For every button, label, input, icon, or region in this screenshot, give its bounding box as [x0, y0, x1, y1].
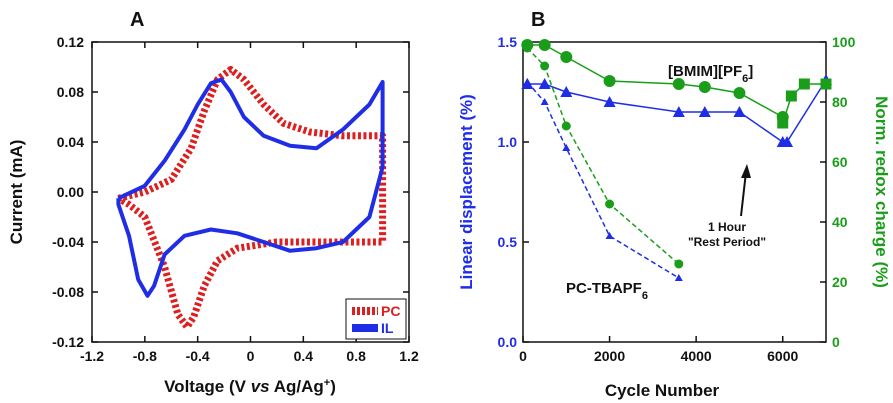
panel-b-ylabel-left: Linear displacement (%)	[457, 94, 476, 290]
panel-b-ylabel-right: Norm. redox charge (%)	[872, 96, 891, 288]
small-triangle-marker	[605, 232, 614, 239]
a-ytick-label: 0.04	[57, 134, 84, 150]
series-4	[522, 43, 684, 269]
panel-a-label: A	[130, 9, 144, 31]
panel-a-legend: PC IL	[345, 298, 407, 340]
circle-marker	[733, 87, 746, 99]
b-xtick-label: 6000	[767, 348, 798, 364]
a-ytick-label: -0.04	[52, 234, 84, 250]
triangle-marker	[538, 78, 551, 89]
pc-tbapf6-label: PC-TBAPF6	[566, 280, 648, 302]
series-line	[526, 47, 680, 265]
a-ytick-label: -0.08	[52, 284, 84, 300]
triangle-marker	[672, 106, 685, 117]
small-circle-marker	[540, 61, 550, 71]
circle-marker	[603, 75, 616, 87]
legend-il-label: IL	[381, 320, 394, 336]
a-ytick-label: -0.12	[52, 334, 84, 350]
square-marker	[785, 90, 797, 102]
panel-a-ylabel: Current (mA)	[7, 140, 26, 245]
small-triangle-marker	[674, 274, 683, 281]
small-circle-marker	[522, 43, 532, 53]
a-xtick-label: 0.8	[346, 348, 366, 364]
panel-b-frame	[522, 41, 827, 343]
rest-period-line2: "Rest Period"	[688, 235, 766, 249]
panel-b: B 0 2000 4000 60000.00.51.01.5020406080100 …	[457, 9, 891, 400]
panel-b-label: B	[531, 9, 545, 31]
b-ytick-right-label: 60	[832, 154, 848, 170]
bmim-label: [BMIM][PF6]	[668, 63, 753, 85]
circle-marker	[538, 39, 551, 51]
panel-b-xlabel: Cycle Number	[605, 381, 720, 400]
b-ytick-right-label: 20	[832, 274, 848, 290]
panel-b-series	[521, 39, 832, 281]
circle-marker	[560, 51, 573, 63]
b-ytick-left-label: 0.5	[498, 234, 518, 250]
a-ytick-label: 0.00	[57, 184, 84, 200]
circle-marker	[672, 78, 685, 90]
a-xtick-label: -0.4	[186, 348, 210, 364]
panel-a-ticks: -1.2 -0.8 -0.4 0 0.4 0.8 1.2 0.12 0.08 0.04 0.00 -0…	[52, 34, 419, 364]
triangle-marker	[733, 106, 746, 117]
panel-b-ticks: 0 2000 4000 6000 0.0 0.5 1.0 1.5 0 20 40 60 80 100	[498, 34, 856, 364]
b-ytick-right-label: 100	[832, 34, 856, 50]
small-triangle-marker	[523, 78, 532, 85]
b-xtick-label: 0	[519, 348, 527, 364]
square-marker	[777, 117, 789, 129]
panel-a-xlabel: Voltage (V vs Ag/Ag+)	[164, 377, 336, 396]
legend-box	[345, 298, 407, 340]
a-xtick-label: 1.2	[399, 348, 419, 364]
legend-pc-label: PC	[381, 303, 400, 319]
series-line	[526, 81, 680, 279]
b-ytick-right-label: 80	[832, 94, 848, 110]
small-circle-marker	[605, 199, 615, 209]
series-3	[523, 78, 683, 281]
square-marker	[820, 78, 832, 90]
b-ytick-left-label: 1.0	[498, 134, 518, 150]
series-line	[781, 83, 826, 124]
b-ytick-right-label: 0	[832, 334, 840, 350]
a-ytick-label: 0.12	[57, 34, 84, 50]
series-2	[777, 78, 832, 129]
a-xtick-label: 0	[247, 348, 255, 364]
a-xtick-label: -0.8	[133, 348, 157, 364]
b-xtick-label: 2000	[594, 348, 625, 364]
b-ytick-right-label: 40	[832, 214, 848, 230]
square-marker	[798, 78, 810, 90]
panel-a: A -1.2 -0.8 -0.4 0 0.4 0.8 1.2 0.12 0.08 0.04 0.00…	[7, 9, 419, 396]
triangle-marker	[603, 96, 616, 107]
triangle-marker	[698, 106, 711, 117]
panel-a-series	[116, 66, 387, 331]
b-xtick-label: 4000	[681, 348, 712, 364]
a-xtick-label: 0.4	[294, 348, 314, 364]
small-triangle-marker	[540, 98, 549, 105]
small-circle-marker	[674, 259, 684, 269]
cv-curve-pc	[116, 66, 387, 331]
a-ytick-label: 0.08	[57, 84, 84, 100]
rest-period-arrow-head	[741, 164, 751, 178]
b-ytick-left-label: 0.0	[498, 334, 518, 350]
small-triangle-marker	[562, 144, 571, 151]
triangle-marker	[781, 136, 794, 147]
cv-curve-il	[116, 77, 385, 298]
triangle-marker	[560, 86, 573, 97]
circle-marker	[698, 81, 711, 93]
a-xtick-label: -1.2	[80, 348, 104, 364]
rest-period-line1: 1 Hour	[708, 220, 746, 234]
small-circle-marker	[561, 121, 571, 131]
b-ytick-left-label: 1.5	[498, 34, 518, 50]
rest-period-arrow-shaft	[740, 171, 747, 217]
